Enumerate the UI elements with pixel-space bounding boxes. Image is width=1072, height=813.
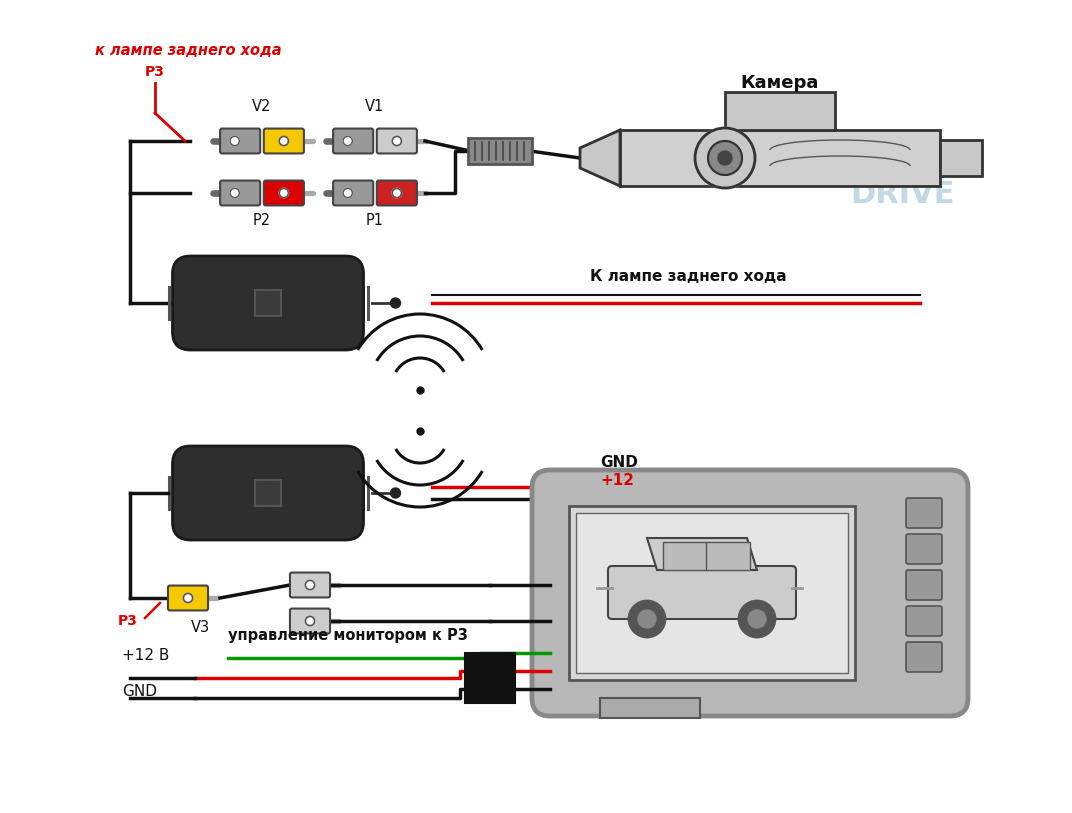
Text: P1: P1	[366, 213, 384, 228]
FancyBboxPatch shape	[569, 506, 855, 680]
Circle shape	[279, 189, 288, 198]
Text: к лампе заднего хода: к лампе заднего хода	[95, 43, 282, 58]
FancyBboxPatch shape	[662, 542, 708, 570]
Text: +12 В: +12 В	[122, 648, 169, 663]
FancyBboxPatch shape	[220, 128, 260, 154]
Circle shape	[343, 189, 353, 198]
FancyBboxPatch shape	[906, 498, 942, 528]
FancyBboxPatch shape	[173, 446, 363, 540]
FancyBboxPatch shape	[255, 290, 281, 316]
Text: V3: V3	[191, 620, 209, 635]
Circle shape	[718, 151, 732, 165]
Text: +12: +12	[600, 473, 634, 488]
Circle shape	[306, 580, 314, 589]
Circle shape	[695, 128, 755, 188]
FancyBboxPatch shape	[264, 128, 303, 154]
Polygon shape	[580, 130, 620, 186]
FancyBboxPatch shape	[600, 698, 700, 718]
FancyBboxPatch shape	[576, 513, 848, 673]
Text: DRIVE: DRIVE	[850, 180, 955, 209]
Circle shape	[183, 593, 193, 602]
Circle shape	[390, 298, 401, 308]
FancyBboxPatch shape	[264, 180, 303, 206]
FancyBboxPatch shape	[906, 534, 942, 564]
Circle shape	[230, 189, 239, 198]
Circle shape	[343, 137, 353, 146]
Circle shape	[739, 601, 775, 637]
Text: P2: P2	[253, 213, 271, 228]
FancyBboxPatch shape	[725, 92, 835, 130]
FancyBboxPatch shape	[620, 130, 940, 186]
Text: К лампе заднего хода: К лампе заднего хода	[590, 269, 787, 284]
FancyBboxPatch shape	[906, 570, 942, 600]
Text: GND: GND	[600, 455, 638, 470]
FancyBboxPatch shape	[289, 609, 330, 633]
Circle shape	[390, 488, 401, 498]
FancyBboxPatch shape	[940, 140, 982, 176]
Text: P3: P3	[145, 65, 165, 79]
Text: Камера: Камера	[741, 74, 819, 92]
FancyBboxPatch shape	[255, 480, 281, 506]
Circle shape	[392, 189, 401, 198]
FancyBboxPatch shape	[173, 256, 363, 350]
Text: 2: 2	[925, 159, 940, 179]
FancyBboxPatch shape	[220, 180, 260, 206]
FancyBboxPatch shape	[168, 585, 208, 611]
Text: V1: V1	[366, 99, 385, 114]
Text: управление монитором к P3: управление монитором к P3	[228, 628, 467, 643]
FancyBboxPatch shape	[468, 138, 532, 164]
FancyBboxPatch shape	[376, 128, 417, 154]
FancyBboxPatch shape	[333, 180, 373, 206]
FancyBboxPatch shape	[465, 653, 515, 703]
Circle shape	[708, 141, 742, 175]
Circle shape	[392, 137, 401, 146]
Text: GND: GND	[122, 684, 157, 699]
FancyBboxPatch shape	[608, 566, 796, 619]
Circle shape	[230, 137, 239, 146]
Text: V2: V2	[252, 99, 271, 114]
FancyBboxPatch shape	[906, 642, 942, 672]
FancyBboxPatch shape	[906, 606, 942, 636]
FancyBboxPatch shape	[376, 180, 417, 206]
FancyBboxPatch shape	[532, 470, 968, 716]
FancyBboxPatch shape	[333, 128, 373, 154]
Circle shape	[306, 616, 314, 625]
FancyBboxPatch shape	[706, 542, 750, 570]
FancyBboxPatch shape	[289, 572, 330, 598]
Circle shape	[279, 137, 288, 146]
Circle shape	[638, 610, 656, 628]
Text: P3: P3	[118, 614, 138, 628]
Polygon shape	[647, 538, 757, 570]
Circle shape	[748, 610, 766, 628]
Circle shape	[629, 601, 665, 637]
